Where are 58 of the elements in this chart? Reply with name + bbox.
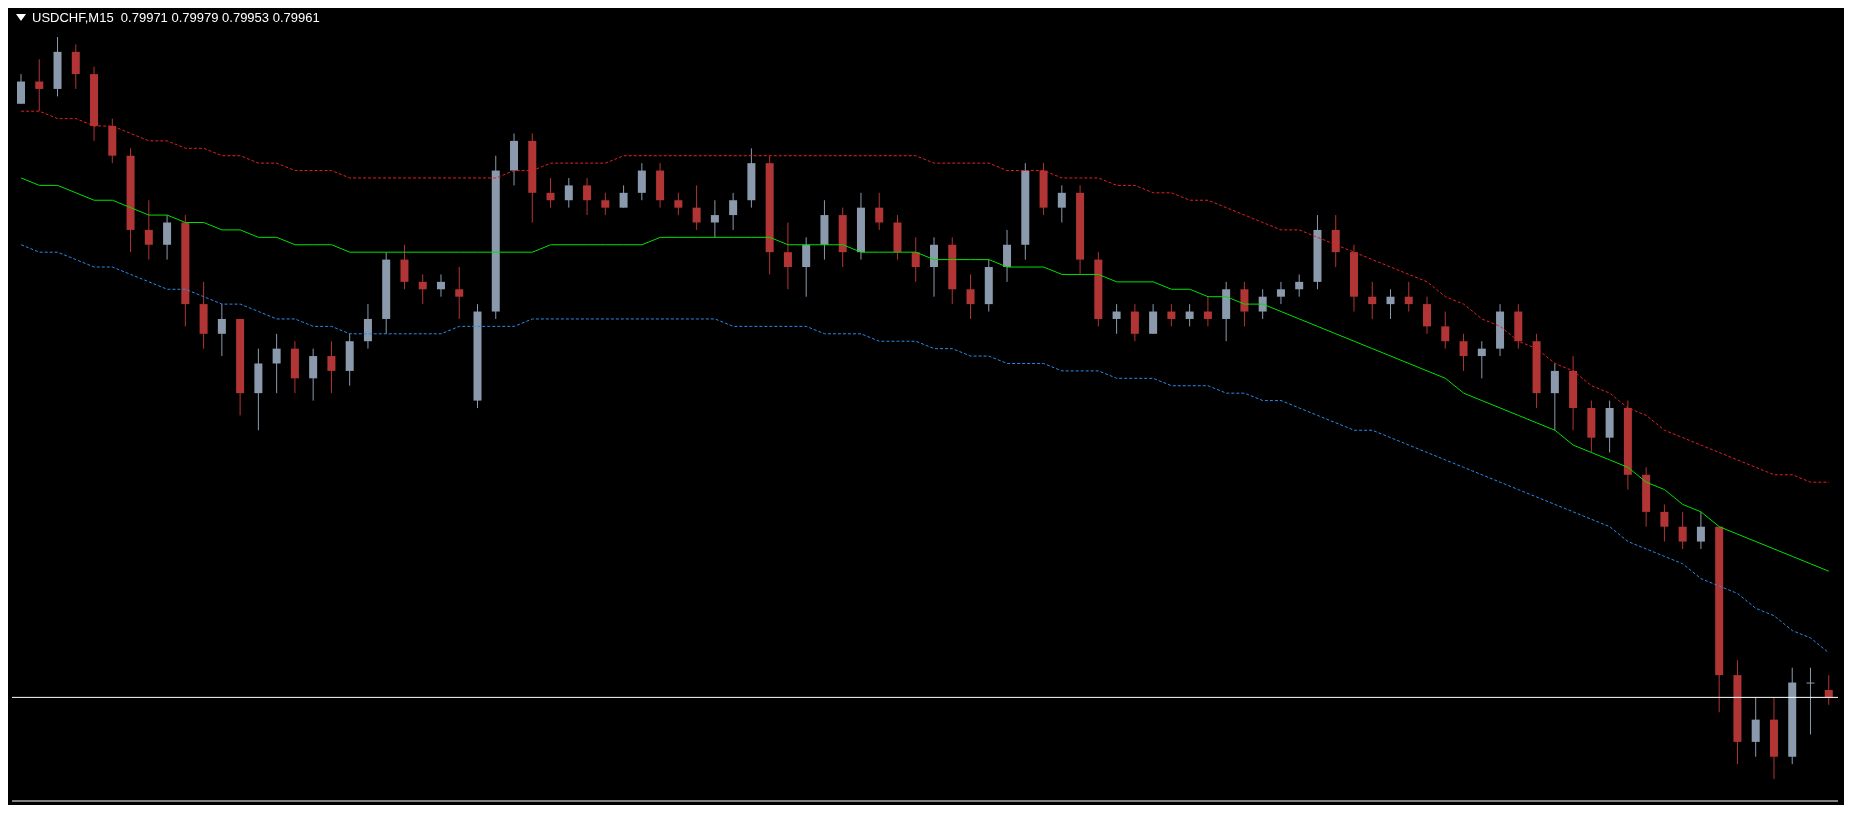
candlestick xyxy=(911,236,920,283)
candlestick xyxy=(1167,303,1176,327)
candlestick xyxy=(455,266,464,320)
candlestick xyxy=(729,192,738,231)
candlestick xyxy=(1258,288,1267,320)
candlestick xyxy=(1404,281,1413,313)
candlestick xyxy=(1112,303,1121,335)
candlestick xyxy=(327,340,336,394)
candlestick xyxy=(1696,511,1705,550)
candlestick xyxy=(35,58,44,112)
candlestick xyxy=(1751,696,1760,758)
candlestick xyxy=(163,214,172,261)
candlestick xyxy=(1477,340,1486,379)
candlestick xyxy=(144,199,153,261)
candlestick xyxy=(71,43,80,90)
candlestick xyxy=(17,73,25,105)
candlestick xyxy=(1550,362,1559,431)
candlestick xyxy=(1149,303,1158,335)
candlestick xyxy=(363,303,372,350)
candlestick xyxy=(710,199,719,238)
candlestick xyxy=(1824,674,1833,706)
candlestick xyxy=(1678,511,1687,550)
candlestick xyxy=(1441,311,1450,350)
candlestick xyxy=(601,192,610,216)
candlestick xyxy=(637,162,646,201)
candlestick xyxy=(583,177,592,216)
candlestick xyxy=(1368,281,1377,320)
candlestick xyxy=(1240,281,1249,327)
candlestick xyxy=(309,348,318,402)
candlestick xyxy=(418,273,427,305)
candlestick xyxy=(930,236,938,298)
candlestick xyxy=(564,177,573,209)
candlestick xyxy=(783,222,792,290)
candlestick xyxy=(1203,296,1212,327)
candlestick xyxy=(692,184,701,231)
candlestick xyxy=(875,192,884,231)
candlestick xyxy=(1276,281,1285,305)
candlestick xyxy=(546,177,555,209)
candlestick xyxy=(1185,303,1194,327)
candlestick xyxy=(1459,333,1468,372)
candlestick xyxy=(1003,229,1012,283)
candlestick xyxy=(1423,296,1432,335)
candlestick xyxy=(217,303,226,357)
candlestick xyxy=(436,273,445,298)
candlestick xyxy=(1130,303,1139,342)
candlestick xyxy=(1386,288,1395,320)
candlestick xyxy=(674,192,683,216)
candlestick xyxy=(619,184,628,209)
candlestick xyxy=(1295,273,1304,298)
chart-title: USDCHF,M15 0.79971 0.79979 0.79953 0.79961 xyxy=(32,10,320,25)
candlestick xyxy=(966,273,975,320)
candlestick xyxy=(802,236,811,298)
candlestick xyxy=(1331,214,1340,268)
candlestick xyxy=(1806,667,1815,735)
candlestick xyxy=(1660,503,1669,543)
candlestick xyxy=(272,333,281,394)
candlestick xyxy=(1057,184,1066,223)
candlestick xyxy=(400,244,409,290)
